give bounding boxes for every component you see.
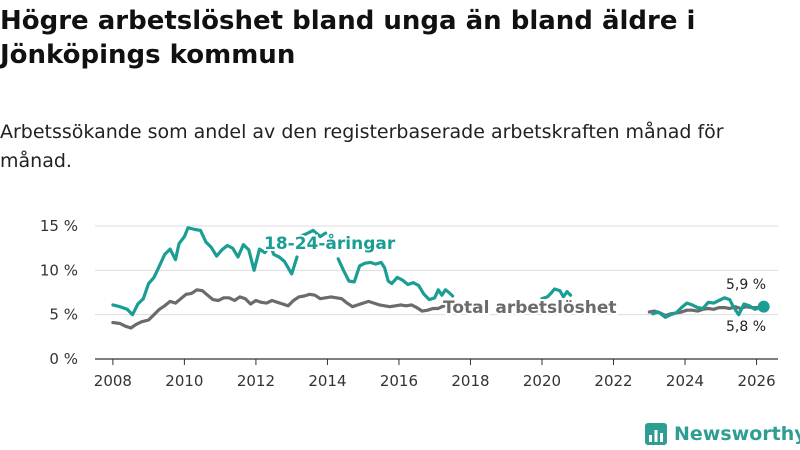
series-line-youth	[651, 296, 766, 319]
x-tick-label: 2010	[165, 372, 203, 390]
end-value-total: 5,8 %	[726, 319, 766, 335]
brand-name: Newsworthy	[674, 423, 800, 445]
series-label-total: Total arbetslöshet	[443, 298, 617, 318]
series-line-total	[111, 288, 460, 330]
y-tick-label: 15 %	[40, 217, 78, 235]
x-tick-label: 2024	[666, 372, 704, 390]
x-tick-label: 2012	[237, 372, 275, 390]
x-tick-label: 2022	[594, 372, 632, 390]
series-line-youth	[297, 228, 328, 239]
x-tick-label: 2018	[451, 372, 489, 390]
x-tick-label: 2008	[94, 372, 132, 390]
newsworthy-logo[interactable]: Newsworthy	[644, 420, 800, 448]
series-line-youth	[111, 226, 299, 317]
chart-subtitle: Arbetssökande som andel av den registerb…	[0, 121, 724, 172]
series-line-youth	[540, 287, 573, 301]
series-lines	[111, 226, 770, 330]
series-label-youth: 18-24-åringar	[264, 232, 396, 254]
line-chart: 0 % 5 % 10 % 15 % 2008 2010 2012 2014 2016 2018 20…	[40, 217, 778, 390]
x-tick-label: 2020	[523, 372, 561, 390]
chart-labels: 18-24-åringar Total arbetslöshet 5,9 % 5,8 …	[262, 230, 766, 335]
x-tick-label: 2026	[737, 372, 775, 390]
bar-chart-logo-icon	[645, 423, 667, 445]
end-point-marker	[757, 300, 770, 313]
x-tick-label: 2016	[380, 372, 418, 390]
y-tick-label: 0 %	[49, 350, 78, 368]
x-tick-label: 2014	[308, 372, 346, 390]
y-tick-label: 10 %	[40, 261, 78, 279]
page-title: Högre arbetslöshet bland unga än bland ä…	[0, 6, 696, 70]
series-line-youth	[336, 257, 455, 302]
end-value-youth: 5,9 %	[726, 277, 766, 293]
axes: 0 % 5 % 10 % 15 % 2008 2010 2012 2014 2016 2018 20…	[40, 217, 778, 390]
y-tick-label: 5 %	[49, 306, 78, 324]
grid-lines	[95, 225, 778, 316]
